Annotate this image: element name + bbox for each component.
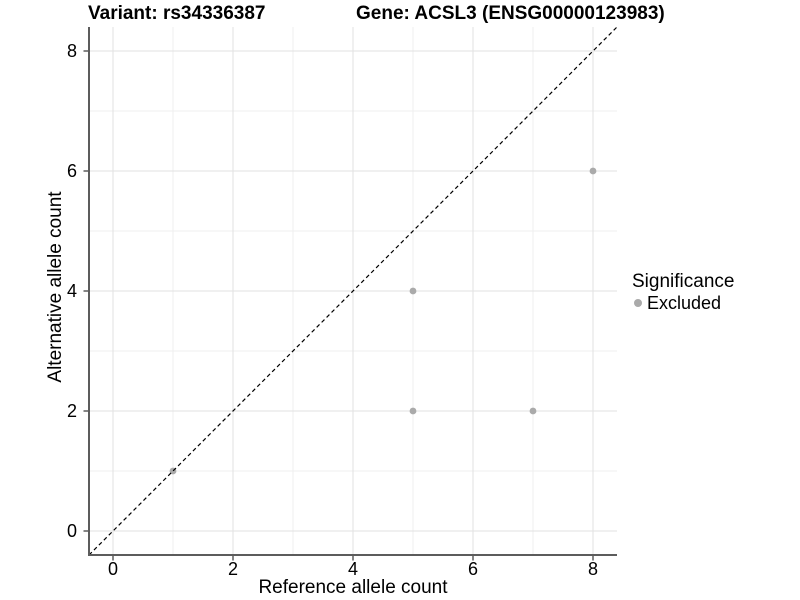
legend: Significance Excluded bbox=[632, 271, 734, 313]
data-point bbox=[589, 167, 597, 175]
x-tick-label: 4 bbox=[348, 559, 358, 579]
y-tick-label: 4 bbox=[67, 281, 77, 301]
legend-title: Significance bbox=[632, 271, 735, 292]
excluded-point-swatch bbox=[634, 299, 642, 307]
x-tick-label: 2 bbox=[228, 559, 238, 579]
x-tick-label: 6 bbox=[468, 559, 478, 579]
identity-line bbox=[88, 26, 618, 556]
y-axis-title: Alternative allele count bbox=[45, 191, 66, 383]
y-tick-label: 8 bbox=[67, 41, 77, 61]
data-point bbox=[409, 407, 417, 415]
y-tick-label: 6 bbox=[67, 161, 77, 181]
x-axis-title: Reference allele count bbox=[258, 577, 448, 598]
y-tick-label: 2 bbox=[67, 401, 77, 421]
x-tick-label: 0 bbox=[108, 559, 118, 579]
y-tick-label: 0 bbox=[67, 521, 77, 541]
x-tick-label: 8 bbox=[588, 559, 598, 579]
data-point bbox=[529, 407, 537, 415]
gene-title: Gene: ACSL3 (ENSG00000123983) bbox=[356, 3, 665, 24]
legend-item-label: Excluded bbox=[647, 293, 722, 313]
data-point bbox=[409, 287, 417, 295]
variant-title: Variant: rs34336387 bbox=[88, 3, 266, 24]
legend-item-excluded: Excluded bbox=[632, 293, 734, 313]
